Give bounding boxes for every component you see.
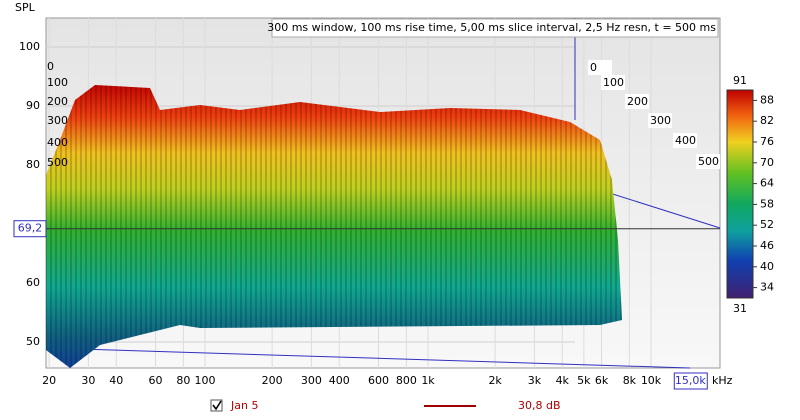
y-tick-label: 100	[19, 40, 40, 53]
x-tick-label: 300	[301, 374, 322, 387]
legend-name: Jan 5	[230, 399, 258, 412]
x-tick-label: 40	[109, 374, 123, 387]
cursor-y-box	[13, 220, 47, 238]
color-scale	[726, 89, 754, 299]
scale-tick-label: 82	[760, 114, 774, 127]
time-label: 100	[603, 76, 624, 89]
x-tick-label: 20	[42, 374, 56, 387]
time-label-box	[673, 133, 697, 148]
x-axis-unit: kHz	[712, 374, 733, 387]
header: 300 ms window, 100 ms rise time, 5,00 ms…	[267, 21, 716, 34]
cursor-x-box	[673, 372, 708, 390]
x-tick-label: 30	[81, 374, 95, 387]
time-label-box	[696, 154, 720, 169]
time-label: 300	[47, 114, 68, 127]
scale-tick-label: 64	[760, 177, 774, 190]
x-tick-label: 2k	[488, 374, 502, 387]
time-label: 200	[47, 95, 68, 108]
x-tick-label: 4k	[556, 374, 570, 387]
scale-tick-label: 58	[760, 197, 774, 210]
color-scale-max: 91	[733, 74, 747, 87]
time-label: 0	[590, 61, 597, 74]
time-label-box	[601, 75, 625, 90]
y-tick-label: 60	[26, 276, 40, 289]
time-label: 400	[675, 134, 696, 147]
time-label-box	[588, 60, 612, 75]
time-label: 300	[650, 114, 671, 127]
y-tick-label: 90	[26, 99, 40, 112]
header-box	[271, 18, 719, 38]
waterfall-ridges	[46, 85, 622, 368]
color-scale-min: 31	[733, 302, 747, 315]
x-tick-label: 400	[329, 374, 350, 387]
scale-tick-label: 70	[760, 156, 774, 169]
legend-value: 30,8 dB	[518, 399, 561, 412]
cursor-x-label: 15,0k	[675, 374, 706, 387]
time-label: 500	[47, 156, 68, 169]
time-label: 400	[47, 136, 68, 149]
time-label-box	[625, 94, 649, 109]
checkmark	[212, 400, 222, 411]
x-tick-label: 100	[195, 374, 216, 387]
y-tick-label: 80	[26, 158, 40, 171]
checkbox[interactable]	[210, 399, 223, 412]
scale-tick-label: 52	[760, 218, 774, 231]
scale-tick-label: 46	[760, 239, 774, 252]
time-label: 500	[698, 155, 719, 168]
scale-tick-label: 40	[760, 260, 774, 273]
x-tick-label: 1k	[421, 374, 435, 387]
time-label: 0	[47, 60, 54, 73]
scale-tick-label: 34	[760, 281, 774, 294]
y-axis-label: SPL	[15, 1, 36, 14]
time-label: 200	[627, 95, 648, 108]
x-tick-label: 5k	[577, 374, 591, 387]
time-label: 100	[47, 76, 68, 89]
x-tick-label: 10k	[641, 374, 662, 387]
y-tick-label: 50	[26, 335, 40, 348]
x-tick-label: 8k	[623, 374, 637, 387]
x-tick-label: 3k	[528, 374, 542, 387]
x-tick-label: 600	[368, 374, 389, 387]
scale-tick-label: 76	[760, 135, 774, 148]
x-tick-label: 80	[176, 374, 190, 387]
time-label-box	[648, 113, 672, 128]
x-tick-label: 800	[396, 374, 417, 387]
cursor-y-label: 69,2	[18, 222, 43, 235]
x-tick-label: 6k	[595, 374, 609, 387]
scale-tick-label: 88	[760, 93, 774, 106]
x-tick-label: 60	[149, 374, 163, 387]
x-tick-label: 200	[262, 374, 283, 387]
